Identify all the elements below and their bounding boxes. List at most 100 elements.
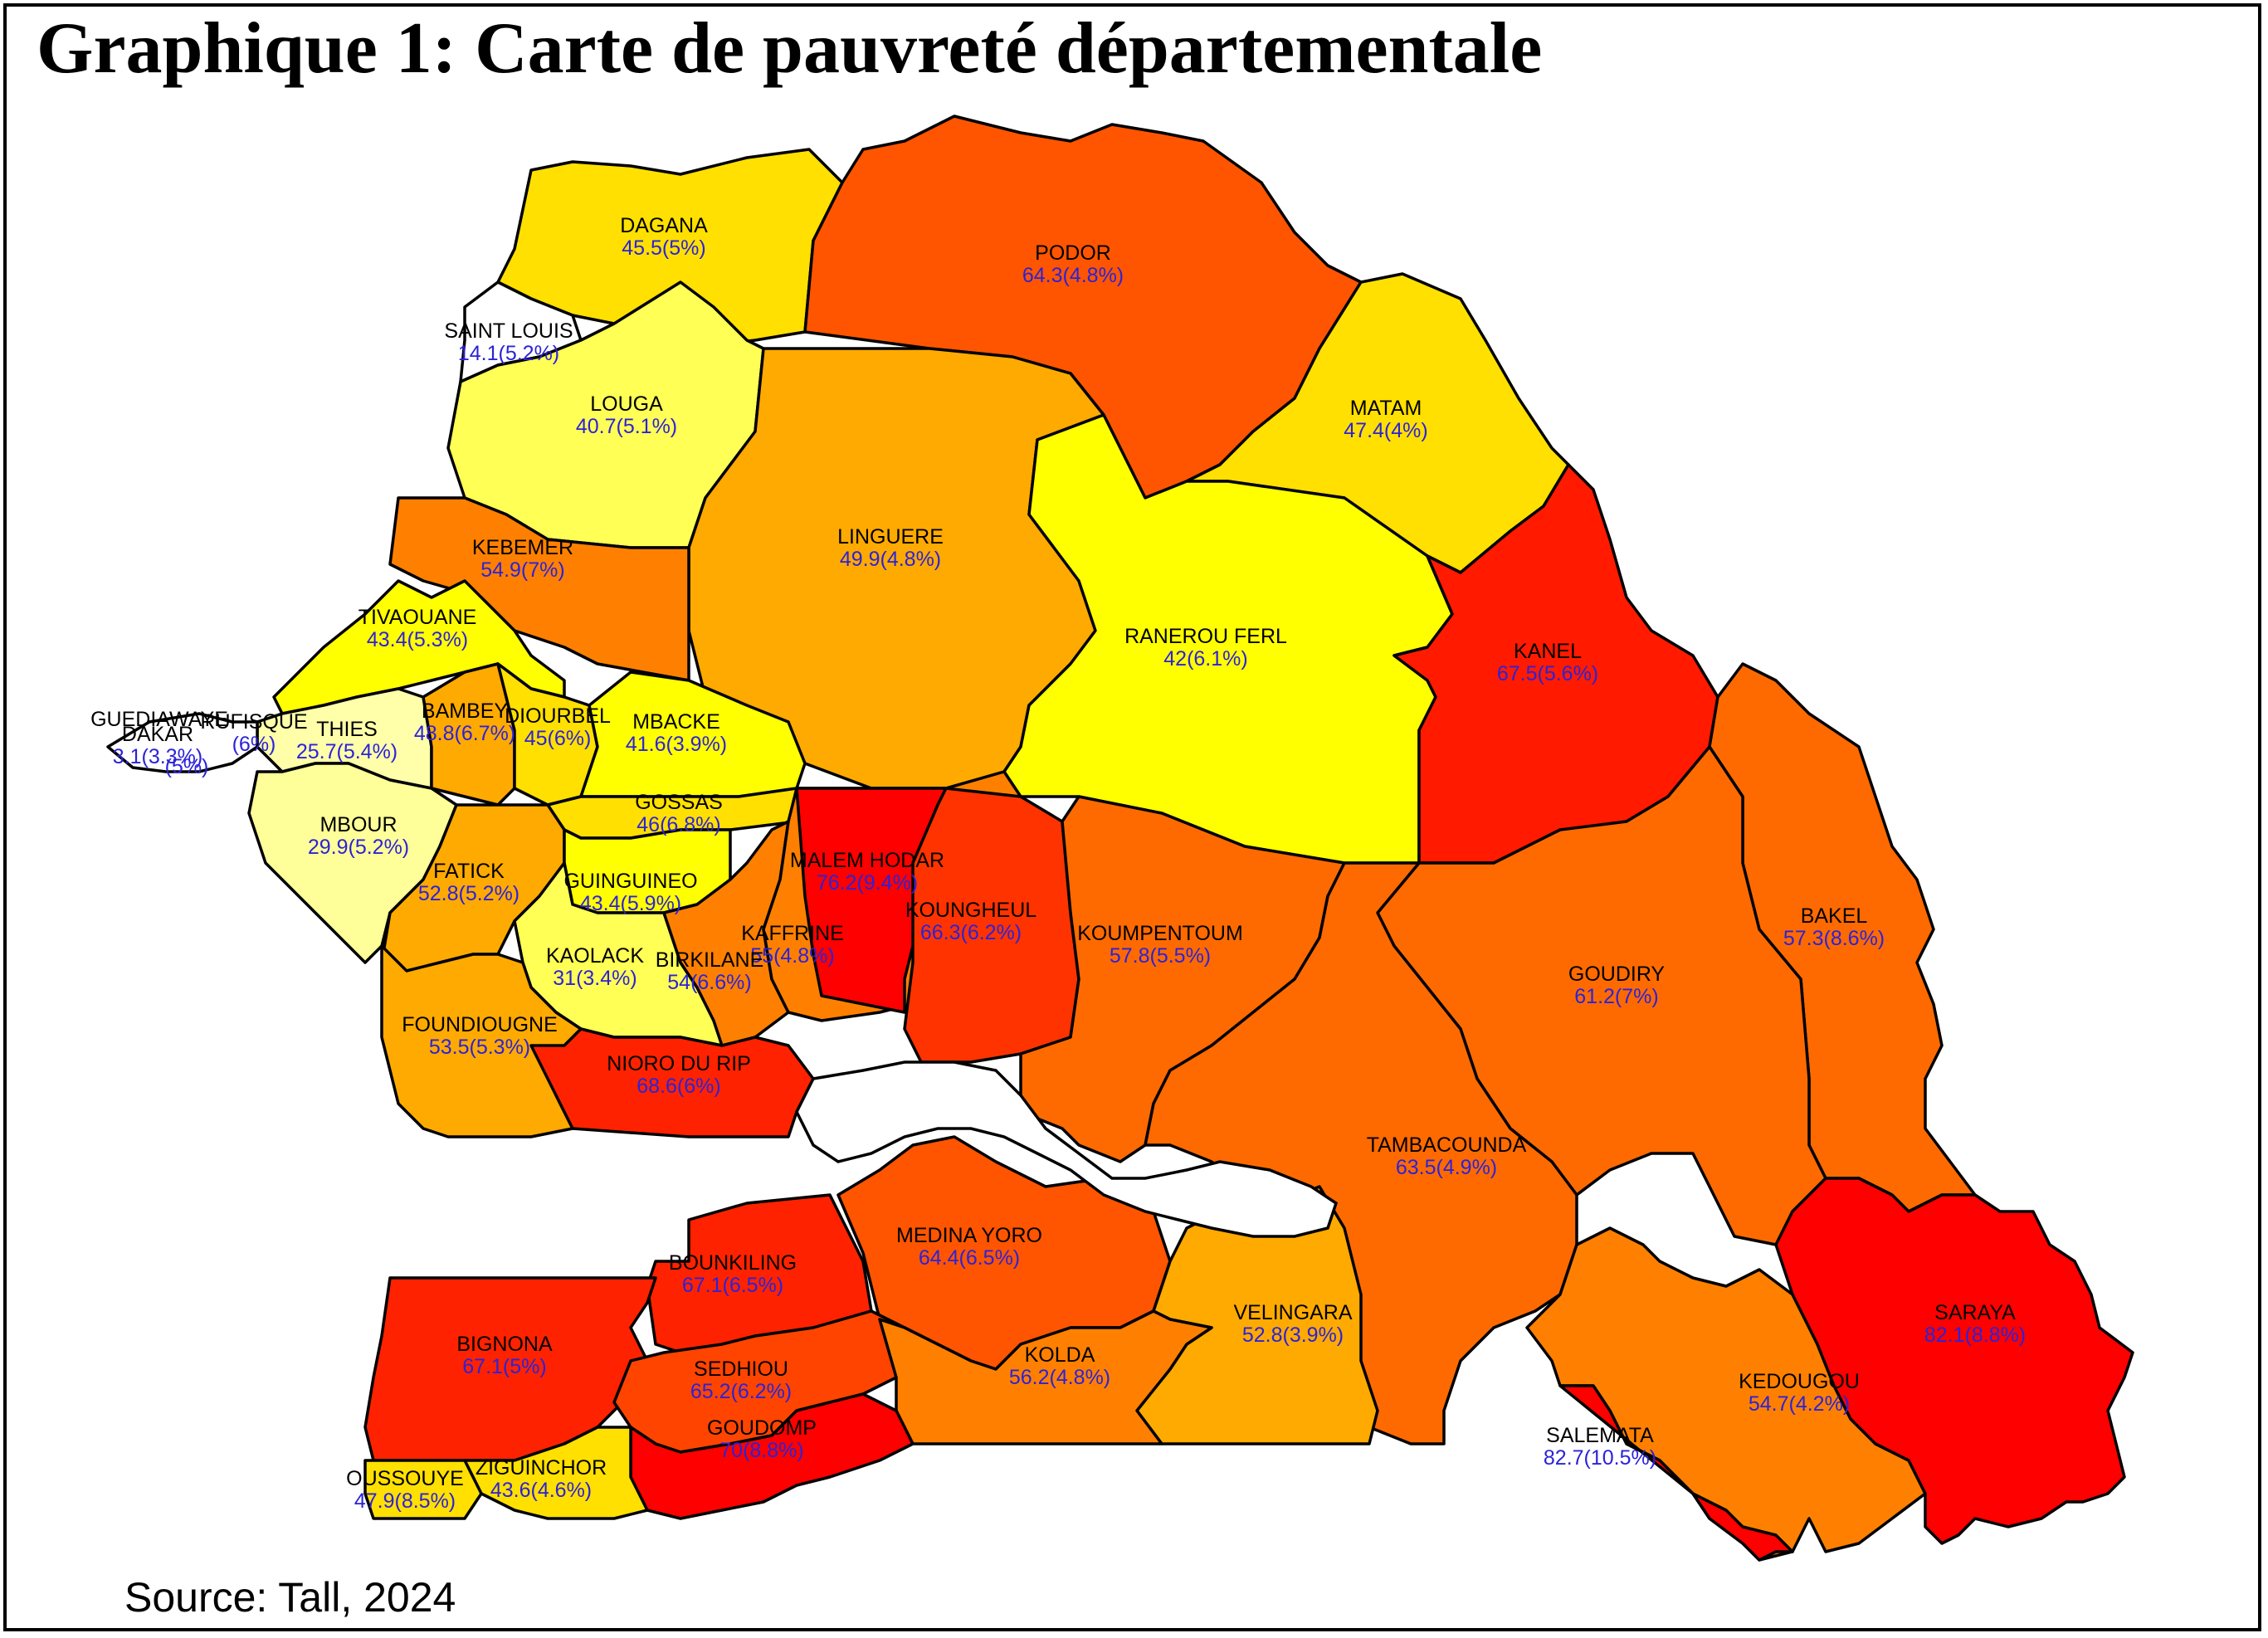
dept-name-linguere: LINGUERE [837, 525, 944, 548]
region-oussouye [363, 1459, 483, 1520]
dept-value-tambacounda: 63.5(4.9%) [1396, 1156, 1497, 1179]
dept-value-malem-hodar: 76.2(9.4%) [817, 871, 918, 895]
dept-value-podor: 64.3(4.8%) [1022, 264, 1124, 287]
dept-value-goudomp: 70(8.8%) [719, 1439, 803, 1462]
page-title: Graphique 1: Carte de pauvreté départeme… [37, 8, 1543, 89]
dept-value-bakel: 57.3(8.6%) [1783, 927, 1885, 950]
dept-value-kedougou: 54.7(4.2%) [1749, 1392, 1850, 1416]
dept-value-salemata: 82.7(10.5%) [1544, 1446, 1656, 1470]
dept-name-birkilane: BIRKILANE [656, 948, 764, 972]
dept-name-velingara: VELINGARA [1233, 1301, 1352, 1324]
dept-name-kaffrine: KAFFRINE [741, 922, 844, 945]
region-nioro-du-rip [529, 1027, 815, 1138]
dept-value-rufisque: (6%) [232, 733, 276, 756]
dept-name-kebemer: KEBEMER [472, 536, 573, 559]
dept-value-bambey: 48.8(6.7%) [414, 722, 515, 745]
region-goudomp [629, 1392, 915, 1520]
dept-value-kolda: 56.2(4.8%) [1009, 1366, 1110, 1389]
dept-value-dakar: 3.1(3.3%) [113, 745, 202, 768]
dept-value-saint-louis: 14.1(5.2%) [458, 342, 559, 365]
dept-name-mbacke: MBACKE [632, 710, 720, 734]
region-ziguinchor [463, 1426, 649, 1520]
dept-value-linguere: 49.9(4.8%) [840, 548, 941, 571]
dept-name-podor: PODOR [1035, 241, 1111, 265]
dept-name-saint-louis: SAINT LOUIS [444, 319, 573, 343]
dept-value-birkilane: 54(6.6%) [667, 971, 751, 994]
dept-value-ziguinchor: 43.6(4.6%) [490, 1479, 592, 1502]
region-tambacounda [1144, 861, 1578, 1445]
dept-name-koumpentoum: KOUMPENTOUM [1077, 922, 1243, 945]
gambia-gap [795, 1060, 1339, 1238]
dept-value-kaffrine: 55(4.8%) [750, 944, 834, 968]
dept-name-salemata: SALEMATA [1546, 1424, 1654, 1447]
dept-name-nioro-du-rip: NIORO DU RIP [607, 1052, 751, 1075]
dept-name-ranerou-ferl: RANEROU FERL [1124, 625, 1287, 648]
dept-name-tambacounda: TAMBACOUNDA [1367, 1133, 1527, 1157]
dept-value-louga: 40.7(5.1%) [576, 415, 677, 438]
dept-name-saraya: SARAYA [1934, 1301, 2016, 1324]
source-note: Source: Tall, 2024 [124, 1574, 456, 1621]
dept-value-fatick: 52.8(5.2%) [418, 882, 519, 905]
dept-name-kolda: KOLDA [1025, 1343, 1095, 1367]
dept-value-saraya: 82.1(8.8%) [1924, 1324, 2026, 1347]
dept-name-foundiougne: FOUNDIOUGNE [402, 1013, 558, 1036]
dept-value-oussouye: 47.9(8.5%) [354, 1489, 456, 1513]
dept-name-bignona: BIGNONA [456, 1333, 553, 1356]
dept-value-diourbel: 45(6%) [524, 727, 592, 750]
dept-value-gossas: 46(6.8%) [637, 813, 720, 836]
dept-value-nioro-du-rip: 68.6(6%) [637, 1075, 720, 1098]
dept-value-goudiry: 61.2(7%) [1574, 985, 1658, 1008]
dept-value-thies: 25.7(5.4%) [296, 740, 398, 763]
dept-name-mbour: MBOUR [319, 813, 397, 836]
dept-value-dagana: 45.5(5%) [622, 236, 705, 260]
region-kolda [878, 1309, 1213, 1445]
dept-name-kanel: KANEL [1514, 640, 1582, 663]
dept-name-matam: MATAM [1350, 397, 1422, 420]
map-frame [3, 3, 2261, 1631]
dept-name-guinguineo: GUINGUINEO [563, 870, 697, 893]
dept-name-dagana: DAGANA [620, 214, 708, 237]
dept-value-sedhiou: 65.2(6.2%) [690, 1380, 792, 1403]
dept-name-bakel: BAKEL [1801, 904, 1868, 928]
dept-value-foundiougne: 53.5(5.3%) [429, 1036, 530, 1059]
dept-name-goudomp: GOUDOMP [707, 1416, 817, 1440]
dept-name-thies: THIES [316, 718, 378, 741]
dept-name-ziguinchor: ZIGUINCHOR [476, 1456, 607, 1480]
dept-name-kedougou: KEDOUGOU [1739, 1370, 1860, 1393]
dept-value-bounkiling: 67.1(6.5%) [682, 1274, 783, 1297]
dept-name-tivaouane: TIVAOUANE [358, 606, 477, 629]
dept-name-sedhiou: SEDHIOU [694, 1358, 788, 1381]
region-salemata [1558, 1384, 1794, 1562]
region-dakar-area [106, 712, 259, 773]
dept-name-goudiry: GOUDIRY [1568, 963, 1666, 986]
dept-name-guediawaye: GUEDIAWAYE [90, 708, 228, 731]
dept-value-ranerou-ferl: 42(6.1%) [1163, 647, 1247, 670]
dept-name-diourbel: DIOURBEL [505, 704, 611, 728]
dept-value-mbour: 29.9(5.2%) [308, 836, 409, 859]
dept-name-medina-yoro: MEDINA YORO [896, 1224, 1042, 1247]
dept-name-koungheul: KOUNGHEUL [905, 899, 1036, 922]
dept-name-gossas: GOSSAS [635, 791, 723, 814]
dept-value-bignona: 67.1(5%) [462, 1355, 546, 1378]
dept-value-mbacke: 41.6(3.9%) [626, 733, 727, 756]
dept-name-malem-hodar: MALEM HODAR [790, 849, 944, 872]
dept-value-matam: 47.4(4%) [1344, 419, 1427, 442]
dept-value-koungheul: 66.3(6.2%) [920, 921, 1022, 944]
dept-value-kanel: 67.5(5.6%) [1497, 662, 1598, 685]
dept-value-kaolack: 31(3.4%) [553, 967, 637, 990]
dept-value-guinguineo: 43.4(5.9%) [580, 892, 681, 915]
dept-value-tivaouane: 43.4(5.3%) [367, 628, 468, 651]
dept-name-dakar: DAKAR [122, 723, 193, 746]
dept-name-bambey: BAMBEY [422, 700, 509, 723]
dept-name-kaolack: KAOLACK [546, 944, 644, 968]
dept-name-fatick: FATICK [433, 860, 505, 883]
dept-name-louga: LOUGA [590, 392, 663, 416]
dept-value-pikine: (5%) [165, 755, 209, 778]
dept-value-medina-yoro: 64.4(6.5%) [919, 1246, 1020, 1270]
dept-name-bounkiling: BOUNKILING [669, 1251, 797, 1275]
dept-name-rufisque: RUFISQUE [200, 710, 307, 734]
dept-value-koumpentoum: 57.8(5.5%) [1110, 944, 1211, 968]
dept-name-oussouye: OUSSOUYE [346, 1467, 464, 1490]
dept-value-kebemer: 54.9(7%) [480, 558, 564, 582]
